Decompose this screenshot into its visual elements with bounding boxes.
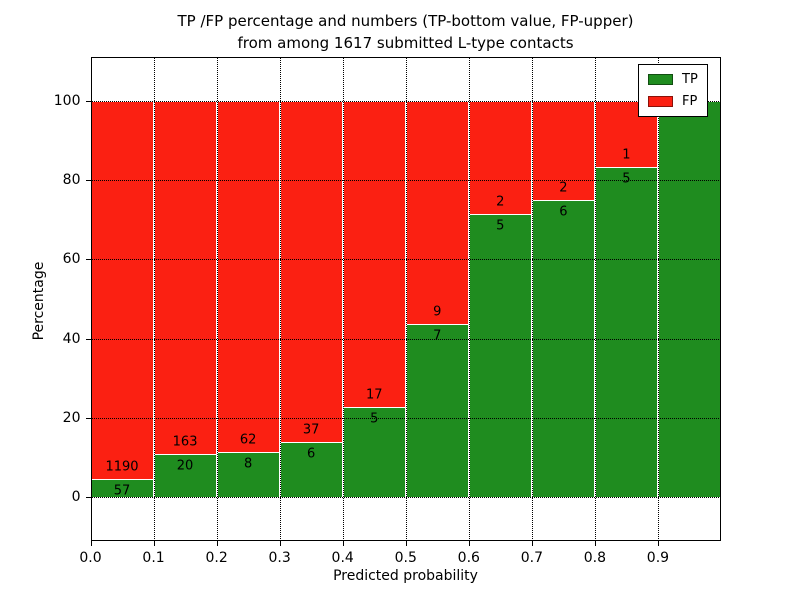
fp-count-label: 2	[559, 180, 568, 196]
tp-count-label: 8	[243, 456, 253, 472]
y-tick-label: 60	[62, 251, 81, 268]
fp-count-label: 62	[239, 432, 257, 448]
tp-color-swatch	[648, 74, 673, 85]
tp-count-label: 6	[559, 204, 568, 220]
x-tick-label: 0.4	[331, 550, 354, 566]
bar-segment-tp	[342, 407, 406, 498]
bar-segment-tp	[279, 442, 343, 498]
y-tick-mark	[85, 100, 91, 102]
tp-count-label: 7	[433, 328, 442, 344]
x-tick-mark	[279, 541, 281, 546]
y-tick-label: 100	[53, 92, 81, 109]
y-gridline	[90, 497, 721, 499]
chart-title-line2: from among 1617 submitted L-type contact…	[237, 34, 574, 52]
bar-segment-fp	[90, 100, 154, 480]
y-tick-mark	[85, 338, 91, 340]
tp-count-label: 5	[622, 171, 631, 187]
fp-count-label: 163	[172, 434, 198, 450]
x-tick-label: 0.9	[646, 550, 670, 566]
fp-count-label: 1190	[105, 459, 139, 475]
y-tick-mark	[85, 497, 91, 499]
tp-count-label: 5	[370, 411, 379, 427]
x-tick-label: 0.6	[457, 550, 480, 566]
x-tick-mark	[405, 541, 407, 546]
legend-entry-fp: FP	[648, 94, 698, 109]
y-tick-label: 0	[71, 489, 81, 506]
x-tick-label: 0.5	[394, 550, 417, 566]
bar-segment-tp	[153, 454, 217, 498]
x-tick-mark	[342, 541, 344, 546]
y-tick-mark	[85, 179, 91, 181]
y-tick-label: 40	[62, 330, 81, 347]
fp-count-label: 37	[302, 422, 320, 438]
fp-count-label: 9	[433, 304, 442, 320]
x-tick-label: 0.3	[268, 550, 291, 566]
x-tick-mark	[594, 541, 596, 546]
legend-entry-tp: TP	[648, 72, 698, 87]
y-tick-label: 20	[62, 410, 81, 427]
y-tick-label: 80	[62, 171, 81, 188]
bar-segment-fp	[216, 100, 280, 452]
tp-count-label: 20	[176, 458, 194, 474]
legend-label-tp: TP	[682, 72, 698, 87]
x-tick-label: 0.1	[142, 550, 165, 566]
bar-segment-fp	[531, 100, 595, 200]
x-tick-label: 0.7	[520, 550, 543, 566]
chart-title: TP /FP percentage and numbers (TP-bottom…	[90, 10, 721, 54]
tp-count-label: 57	[113, 483, 131, 499]
x-tick-mark	[153, 541, 155, 546]
chart-title-line1: TP /FP percentage and numbers (TP-bottom…	[177, 12, 634, 30]
x-tick-mark	[468, 541, 470, 546]
legend-label-fp: FP	[682, 94, 698, 109]
x-tick-mark	[216, 541, 218, 546]
fp-count-label: 2	[496, 194, 505, 210]
y-tick-mark	[85, 259, 91, 261]
fp-count-label: 17	[365, 387, 383, 403]
tp-count-label: 5	[496, 218, 505, 234]
bar-segment-tp	[405, 323, 469, 498]
bar-segment-fp	[279, 100, 343, 442]
bar-segment-fp	[153, 100, 217, 454]
bar-segment-tp	[531, 199, 595, 498]
x-axis-label: Predicted probability	[333, 568, 478, 584]
y-tick-mark	[85, 418, 91, 420]
bar-segment-tp	[216, 452, 280, 498]
bar-segment-fp	[405, 100, 469, 324]
legend: TP FP	[638, 64, 708, 117]
tp-count-label: 6	[307, 446, 316, 462]
bar-segment-tp	[657, 100, 721, 498]
x-tick-label: 0.8	[583, 550, 607, 566]
x-tick-mark	[657, 541, 659, 546]
x-tick-mark	[90, 541, 92, 546]
bar-segment-tp	[468, 213, 532, 498]
x-tick-mark	[531, 541, 533, 546]
x-tick-label: 0.0	[79, 550, 102, 566]
x-tick-label: 0.2	[205, 550, 228, 566]
bar-segment-tp	[594, 166, 658, 498]
y-axis-label: Percentage	[31, 261, 47, 341]
fp-count-label: 1	[622, 147, 631, 163]
bar-segment-fp	[342, 100, 406, 408]
fp-color-swatch	[648, 96, 673, 107]
